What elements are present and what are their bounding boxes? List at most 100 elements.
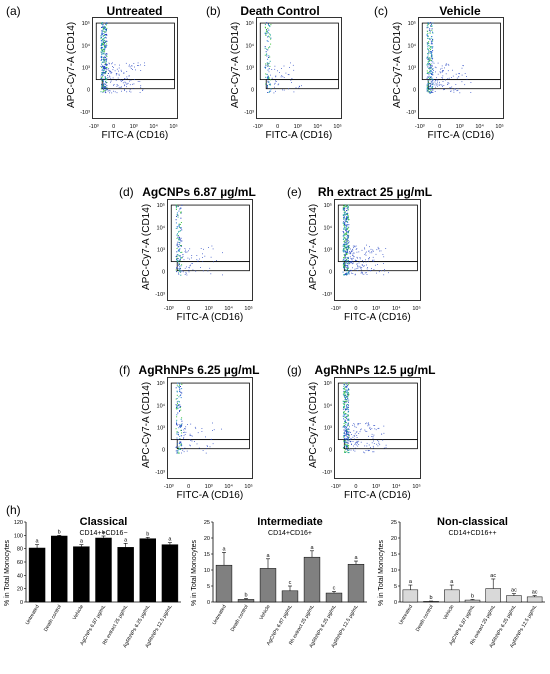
x-tick-label: Untreated: [25, 604, 41, 626]
significance-letter: c: [289, 580, 292, 586]
y-tick-label: 25: [204, 520, 210, 526]
x-tick-label: Death control: [415, 604, 435, 633]
x-tick-label: 10⁴: [224, 483, 233, 490]
significance-letter: b: [430, 595, 433, 601]
bar: [161, 544, 179, 603]
y-tick-label: 0: [162, 448, 165, 454]
bar: [215, 564, 233, 603]
y-axis-label: APC-Cy7-A (CD14): [230, 21, 241, 108]
flow-plot: -10³ 0 10³ 10⁴ 10⁵ 10⁵ 10⁴ 10³ 0 -10³: [406, 17, 504, 130]
significance-letter: a: [168, 537, 172, 543]
y-tick-label: 10³: [246, 66, 254, 72]
y-tick-label: 10³: [324, 426, 332, 432]
significance-letter: ac: [490, 573, 496, 579]
y-tick-label: 10⁴: [246, 42, 255, 49]
y-tick-label: 5: [207, 584, 210, 590]
panel-title: AgCNPs 6.87 µg/mL: [142, 185, 256, 199]
significance-letter: a: [222, 546, 226, 552]
bar: [402, 589, 419, 603]
x-tick-label: 10⁵: [333, 123, 341, 130]
x-tick-label: Untreated: [212, 604, 228, 626]
y-tick-label: 10⁵: [324, 202, 332, 209]
y-tick-label: 80: [17, 547, 23, 553]
y-tick-label: 0: [329, 448, 332, 454]
bar: [506, 595, 522, 603]
y-tick-label: -10³: [322, 292, 332, 298]
bar: [281, 590, 299, 603]
significance-letter: b: [146, 531, 149, 537]
significance-letter: b: [58, 529, 61, 535]
x-tick-label: 10⁴: [392, 305, 401, 312]
x-tick-label: 10³: [130, 124, 138, 130]
y-tick-label: 10: [204, 568, 210, 574]
y-tick-label: 40: [17, 573, 23, 579]
bar: [423, 601, 439, 603]
y-tick-label: 0: [413, 88, 416, 94]
panel-title: AgRhNPs 6.25 µg/mL: [138, 363, 260, 377]
x-tick-label: 10⁴: [392, 483, 401, 490]
panel-label: (f): [119, 363, 131, 377]
bar: [347, 563, 365, 603]
x-tick-label: 10³: [205, 484, 213, 490]
bar: [259, 568, 277, 603]
flow-plot: -10³ 0 10³ 10⁴ 10⁵ 10⁵ 10⁴ 10³ 0 -10³: [155, 199, 253, 312]
gate-outline: [101, 79, 175, 90]
y-tick-label: -10³: [155, 470, 165, 476]
panel-title: Death Control: [240, 4, 320, 18]
bar: [237, 599, 255, 603]
y-tick-label: -10³: [406, 110, 416, 116]
y-tick-label: 20: [17, 587, 23, 593]
x-axis-label: FITC-A (CD16): [344, 490, 411, 501]
x-tick-label: -10³: [164, 306, 174, 312]
flow-plot: -10³ 0 10³ 10⁴ 10⁵ 10⁵ 10⁴ 10³ 0 -10³: [80, 17, 178, 130]
y-tick-label: 10³: [157, 426, 165, 432]
chart-title: Intermediate: [257, 516, 323, 528]
significance-letter: a: [266, 553, 270, 559]
panel-label: (c): [374, 4, 388, 18]
x-tick-label: 10⁵: [244, 483, 252, 490]
significance-letter: b: [471, 593, 474, 599]
y-tick-label: -10³: [322, 470, 332, 476]
significance-letter: a: [354, 555, 358, 561]
y-tick-label: 10³: [157, 248, 165, 254]
x-tick-label: 10³: [205, 306, 213, 312]
panel-title: Rh extract 25 µg/mL: [317, 185, 433, 199]
y-axis-label: % in Total Monocytes: [378, 539, 385, 606]
x-tick-label: 10⁵: [495, 123, 503, 130]
flow-plot: -10³ 0 10³ 10⁴ 10⁵ 10⁵ 10⁴ 10³ 0 -10³: [244, 17, 342, 130]
bar: [444, 589, 460, 603]
y-tick-label: 0: [162, 270, 165, 276]
x-tick-label: 10³: [372, 484, 380, 490]
x-tick-label: -10³: [331, 484, 341, 490]
bar: [526, 596, 543, 603]
x-axis-label: FITC-A (CD16): [344, 312, 411, 323]
x-tick-label: 10⁴: [224, 305, 233, 312]
y-tick-label: 0: [394, 600, 397, 606]
panel-title: Vehicle: [439, 4, 481, 18]
x-tick-label: 0: [276, 124, 279, 130]
flow-plot: -10³ 0 10³ 10⁴ 10⁵ 10⁵ 10⁴ 10³ 0 -10³: [322, 377, 421, 490]
panel-label: (d): [119, 185, 134, 199]
y-tick-label: 10⁵: [82, 20, 90, 27]
significance-letter: a: [450, 579, 454, 585]
panel-label: (b): [206, 4, 221, 18]
x-tick-label: -10³: [331, 306, 341, 312]
significance-letter: a: [124, 537, 128, 543]
y-tick-label: 0: [207, 600, 210, 606]
x-tick-label: 0: [112, 124, 115, 130]
x-tick-label: 0: [438, 124, 441, 130]
significance-letter: a: [310, 545, 314, 551]
x-tick-label: 10⁴: [313, 123, 322, 130]
x-axis-label: FITC-A (CD16): [176, 312, 244, 323]
significance-letter: c: [333, 585, 336, 591]
y-tick-label: 15: [391, 552, 397, 558]
bar: [325, 592, 343, 603]
x-tick-label: -10³: [89, 124, 99, 130]
y-axis-label: APC-Cy7-A (CD14): [66, 21, 77, 108]
x-tick-label: Vehicle: [442, 604, 455, 621]
bar-chart: 0 5 10 15 20 25 a Untreated b Death control a Vehic…: [204, 520, 367, 649]
y-axis-label: APC-Cy7-A (CD14): [308, 203, 319, 290]
gate-outline: [343, 439, 418, 450]
significance-letter: a: [36, 539, 40, 545]
panel-label-h: (h): [6, 503, 21, 517]
